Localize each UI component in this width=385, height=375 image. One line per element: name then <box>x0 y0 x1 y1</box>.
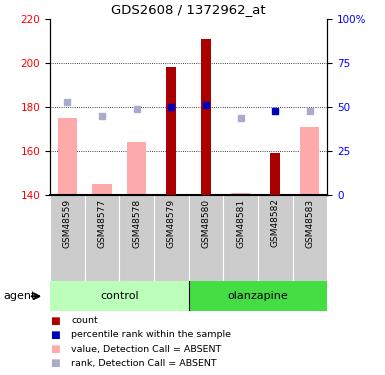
Text: control: control <box>100 291 139 301</box>
Text: GSM48580: GSM48580 <box>201 198 211 248</box>
Bar <box>85 195 119 281</box>
Text: GSM48578: GSM48578 <box>132 198 141 248</box>
Bar <box>258 195 293 281</box>
Text: ■: ■ <box>50 344 60 354</box>
Bar <box>300 127 320 195</box>
Title: GDS2608 / 1372962_at: GDS2608 / 1372962_at <box>111 3 266 16</box>
Text: ■: ■ <box>50 358 60 368</box>
Text: GSM48577: GSM48577 <box>97 198 107 248</box>
Bar <box>50 195 85 281</box>
Bar <box>293 195 327 281</box>
Bar <box>189 281 327 311</box>
Bar <box>92 184 112 195</box>
Bar <box>58 118 77 195</box>
Text: ■: ■ <box>50 316 60 326</box>
Bar <box>166 67 176 195</box>
Bar <box>201 39 211 195</box>
Text: percentile rank within the sample: percentile rank within the sample <box>71 330 231 339</box>
Text: olanzapine: olanzapine <box>228 291 288 301</box>
Bar <box>50 281 189 311</box>
Text: GSM48579: GSM48579 <box>167 198 176 248</box>
Text: GSM48581: GSM48581 <box>236 198 245 248</box>
Text: ■: ■ <box>50 330 60 340</box>
Text: rank, Detection Call = ABSENT: rank, Detection Call = ABSENT <box>71 359 217 368</box>
Bar <box>154 195 189 281</box>
Text: agent: agent <box>4 291 36 301</box>
Text: GSM48583: GSM48583 <box>305 198 315 248</box>
Bar <box>270 153 280 195</box>
Text: value, Detection Call = ABSENT: value, Detection Call = ABSENT <box>71 345 221 354</box>
Bar <box>127 142 146 195</box>
Bar <box>119 195 154 281</box>
Bar <box>189 195 223 281</box>
Text: count: count <box>71 316 98 325</box>
Bar <box>231 193 250 195</box>
Bar <box>223 195 258 281</box>
Text: GSM48582: GSM48582 <box>271 198 280 248</box>
Text: GSM48559: GSM48559 <box>63 198 72 248</box>
